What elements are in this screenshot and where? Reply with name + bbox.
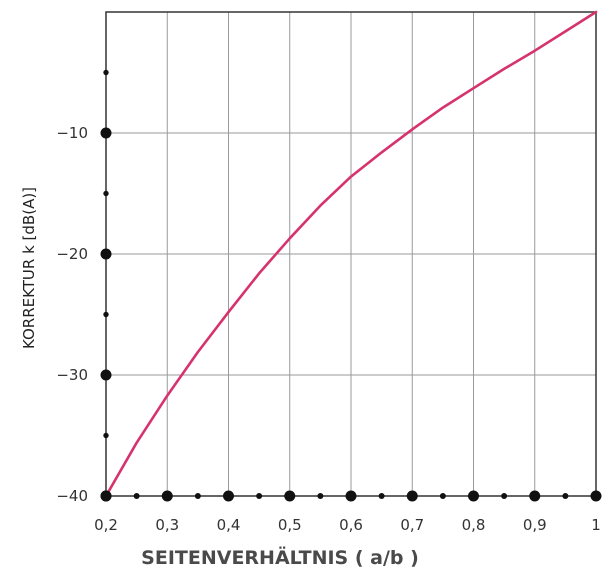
y-tick-label: −20 — [56, 245, 88, 263]
x-minor-tick-dot — [134, 493, 140, 499]
x-major-tick-dot — [591, 491, 602, 502]
x-tick-label: 0,7 — [400, 516, 424, 534]
y-axis-label: KORREKTUR k [dB(A)] — [20, 187, 38, 349]
x-major-tick-dot — [529, 491, 540, 502]
y-major-tick-dot — [101, 491, 112, 502]
y-major-tick-dot — [101, 370, 112, 381]
x-major-tick-dot — [162, 491, 173, 502]
x-major-tick-dot — [284, 491, 295, 502]
x-minor-tick-dot — [501, 493, 507, 499]
x-major-tick-dot — [223, 491, 234, 502]
y-tick-labels: −10 −20 −30 −40 — [56, 124, 88, 505]
y-minor-tick-dot — [103, 191, 108, 196]
y-minor-tick-dot — [103, 70, 108, 75]
x-tick-label: 0,5 — [278, 516, 302, 534]
x-minor-tick-dot — [195, 493, 201, 499]
grid — [106, 12, 596, 496]
y-minor-tick-dot — [103, 433, 108, 438]
y-tick-label: −40 — [56, 487, 88, 505]
y-tick-label: −10 — [56, 124, 88, 142]
y-major-tick-dot — [101, 128, 112, 139]
x-minor-tick-dot — [379, 493, 385, 499]
x-major-tick-dot — [468, 491, 479, 502]
x-axis-label: SEITENVERHÄLTNIS ( a/b ) — [141, 545, 419, 569]
y-tick-label: −30 — [56, 366, 88, 384]
x-tick-label: 0,3 — [155, 516, 179, 534]
y-minor-tick-dot — [103, 312, 108, 317]
minor-ticks — [103, 70, 568, 499]
x-tick-label: 1 — [591, 516, 601, 534]
x-major-tick-dot — [407, 491, 418, 502]
x-major-tick-dot — [346, 491, 357, 502]
x-tick-label: 0,4 — [217, 516, 241, 534]
x-tick-label: 0,2 — [94, 516, 118, 534]
y-major-tick-dot — [101, 249, 112, 260]
x-minor-tick-dot — [317, 493, 323, 499]
x-minor-tick-dot — [256, 493, 262, 499]
x-minor-tick-dot — [562, 493, 568, 499]
x-tick-label: 0,6 — [339, 516, 363, 534]
x-tick-labels: 0,2 0,3 0,4 0,5 0,6 0,7 0,8 0,9 1 — [94, 516, 601, 534]
x-tick-label: 0,9 — [523, 516, 547, 534]
x-minor-tick-dot — [440, 493, 446, 499]
x-tick-label: 0,8 — [462, 516, 486, 534]
